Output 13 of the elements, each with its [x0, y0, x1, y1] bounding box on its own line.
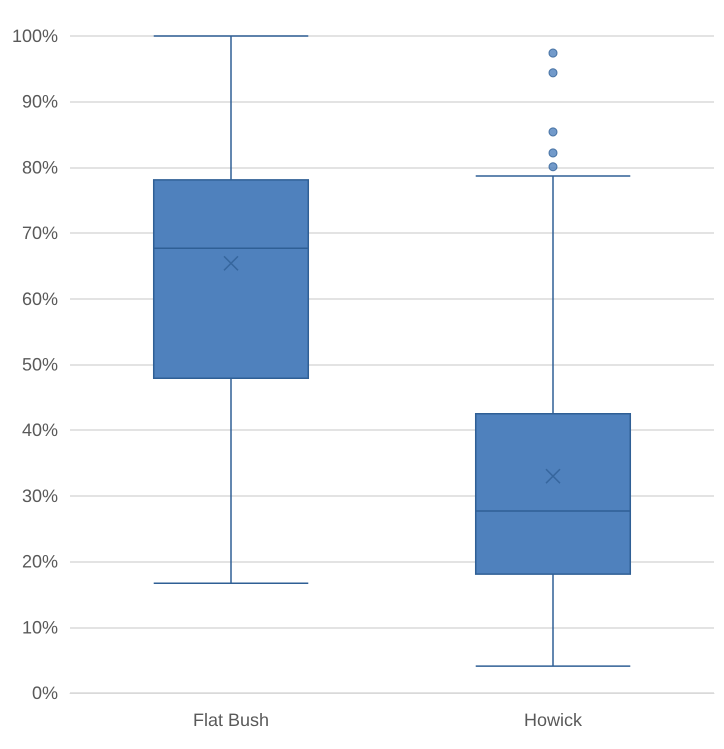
y-tick-label: 40% [22, 420, 58, 440]
y-tick-label: 0% [32, 683, 58, 703]
y-tick-label: 80% [22, 157, 58, 178]
y-tick-label: 10% [22, 617, 58, 638]
y-tick-label: 30% [22, 486, 58, 506]
x-tick-label: Flat Bush [192, 710, 270, 730]
y-tick-label: 20% [22, 552, 58, 572]
y-tick-label: 100% [12, 26, 58, 46]
y-tick-label: 50% [22, 354, 58, 374]
y-tick-label: 90% [22, 92, 58, 112]
y-tick-label: 60% [22, 288, 58, 309]
y-tick-label: 70% [22, 223, 58, 244]
x-tick-label: Howick [524, 710, 583, 730]
